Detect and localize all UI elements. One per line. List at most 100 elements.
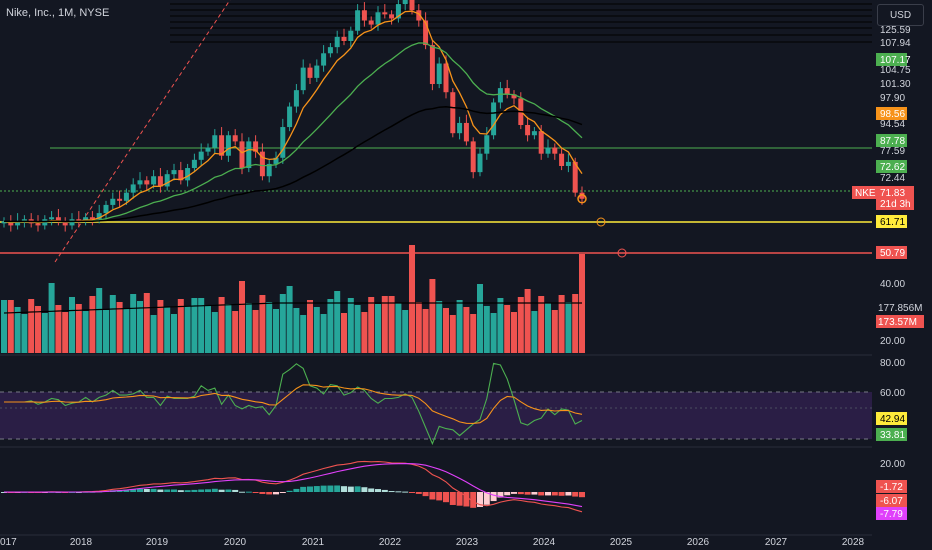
- volume-bar: [116, 302, 123, 353]
- volume-bar: [341, 313, 347, 353]
- price-tag-bg: [876, 215, 907, 228]
- ema-fast-line: [3, 10, 583, 224]
- volume-bar: [511, 312, 517, 353]
- macd-histogram-bar: [565, 492, 572, 496]
- candle-body: [232, 135, 238, 142]
- volume-bar: [245, 303, 252, 353]
- volume-bar: [239, 281, 245, 353]
- volume-bar: [456, 300, 463, 353]
- macd-histogram-bar: [327, 485, 334, 492]
- time-axis-label: 2022: [379, 537, 402, 548]
- time-axis-label: 2027: [765, 537, 788, 548]
- time-axis-label: 2026: [687, 537, 710, 548]
- candle-body: [538, 131, 544, 154]
- volume-bar: [184, 306, 191, 353]
- price-axis-label: 104.75: [880, 65, 911, 76]
- rsi-axis-label: 80.00: [880, 358, 905, 369]
- currency-selector[interactable]: USD: [877, 4, 924, 26]
- candle-body: [171, 170, 177, 175]
- macd-histogram-bar: [239, 491, 245, 493]
- candle-body: [565, 161, 571, 166]
- volume-bar: [252, 310, 259, 353]
- candle-body: [423, 20, 429, 46]
- volume-bar: [347, 298, 354, 353]
- volume-bar: [96, 288, 103, 353]
- time-axis-label: 2018: [70, 537, 93, 548]
- candle-body: [545, 147, 551, 154]
- macd-tag-bg: [876, 494, 907, 507]
- candle-body: [273, 157, 279, 164]
- volume-bar: [103, 310, 109, 353]
- volume-bar: [109, 295, 116, 353]
- macd-histogram-bar: [449, 492, 456, 505]
- macd-histogram-bar: [388, 491, 395, 493]
- macd-histogram-bar: [273, 492, 279, 495]
- candle-body: [287, 106, 293, 128]
- candle-body: [110, 198, 116, 205]
- time-axis-label: 2021: [302, 537, 325, 548]
- macd-histogram-bar: [245, 491, 252, 493]
- macd-histogram-bar: [545, 492, 551, 496]
- volume-bar: [443, 308, 449, 353]
- candle-body: [1, 221, 7, 224]
- candle-body: [280, 127, 286, 158]
- volume-bar: [266, 302, 273, 353]
- volume-bar: [320, 314, 327, 353]
- candle-body: [511, 94, 517, 99]
- volume-bar: [375, 304, 381, 353]
- candle-body: [355, 10, 361, 31]
- candle-body: [361, 10, 367, 21]
- candle-body: [484, 135, 490, 154]
- volume-bar: [150, 315, 157, 353]
- volume-ma-line: [3, 302, 582, 314]
- volume-bar: [415, 302, 422, 353]
- time-axis-label: 2024: [533, 537, 556, 548]
- candle-body: [96, 213, 102, 220]
- volume-bar: [225, 304, 232, 353]
- volume-bar: [211, 312, 218, 353]
- volume-bar: [545, 303, 551, 353]
- macd-histogram-bar: [368, 488, 375, 492]
- volume-bar: [286, 286, 293, 353]
- rsi-tag-bg: [876, 412, 907, 425]
- candle-body: [559, 153, 565, 166]
- macd-histogram-bar: [198, 489, 205, 492]
- volume-bar: [402, 310, 409, 353]
- candle-body: [212, 135, 218, 148]
- price-tag-bg: [876, 246, 907, 259]
- volume-bar: [483, 306, 490, 353]
- macd-histogram-bar: [341, 486, 347, 492]
- candle-body: [8, 221, 14, 226]
- volume-bar: [171, 314, 177, 353]
- price-tag-bg: [876, 134, 907, 147]
- volume-bar: [409, 245, 415, 353]
- macd-histogram-bar: [205, 489, 211, 492]
- macd-histogram-bar: [531, 492, 538, 495]
- macd-histogram-bar: [497, 492, 504, 498]
- volume-bar: [490, 313, 497, 353]
- candle-body: [89, 217, 95, 220]
- price-tag-bg: [876, 186, 914, 210]
- volume-bar: [381, 296, 388, 353]
- candle-body: [321, 53, 327, 66]
- macd-histogram-bar: [402, 491, 409, 493]
- macd-histogram-bar: [470, 492, 477, 508]
- time-axis-label: 2019: [146, 537, 169, 548]
- volume-bar: [449, 315, 456, 353]
- volume-bar: [517, 297, 524, 353]
- candle-body: [457, 122, 463, 134]
- volume-bar: [422, 309, 429, 353]
- price-tag-label: 72.62: [880, 162, 905, 173]
- candle-body: [348, 30, 354, 41]
- volume-bar: [477, 284, 483, 353]
- candle-body: [416, 10, 422, 21]
- volume-bar: [572, 294, 579, 353]
- volume-bar: [69, 297, 75, 353]
- candle-body: [225, 135, 231, 156]
- volume-bar: [137, 301, 143, 353]
- candle-body: [198, 151, 204, 160]
- candle-body: [191, 159, 197, 169]
- candle-body: [55, 217, 61, 222]
- candle-body: [35, 223, 41, 226]
